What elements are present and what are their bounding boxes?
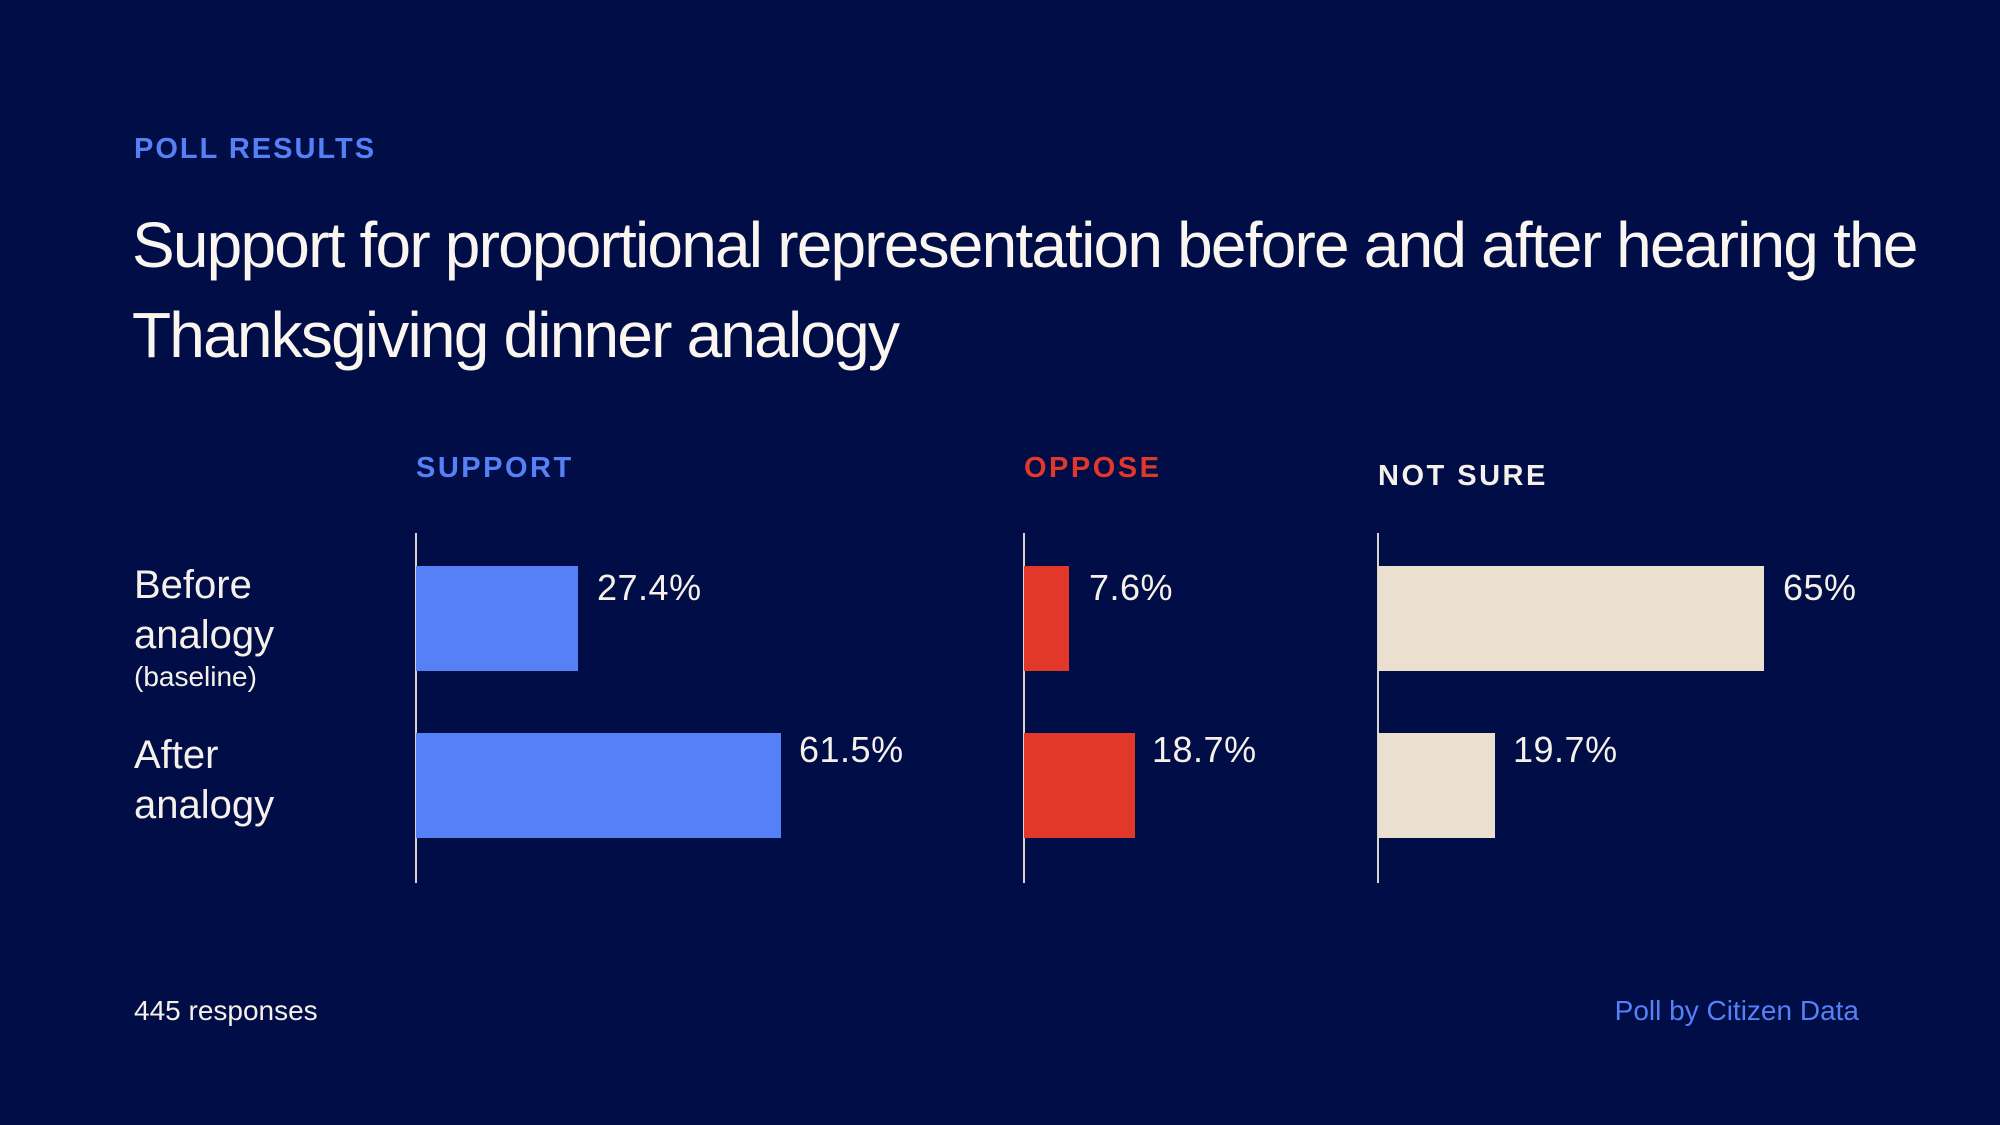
axis-line-not-sure — [1377, 533, 1379, 883]
source-credit: Poll by Citizen Data — [1614, 995, 1859, 1026]
bar-oppose-after — [1024, 733, 1135, 838]
response-count: 445 responses — [134, 995, 318, 1026]
bar-support-before — [416, 566, 578, 671]
value-not-sure-before: 65% — [1783, 567, 1857, 608]
bar-support-after — [416, 733, 781, 838]
value-oppose-before: 7.6% — [1089, 567, 1174, 608]
value-support-before: 27.4% — [597, 567, 702, 608]
value-not-sure-after: 19.7% — [1513, 729, 1618, 770]
column-header-not-sure: NOT SURE — [1378, 460, 1548, 492]
bar-oppose-before — [1024, 566, 1069, 671]
axis-line-support — [415, 533, 417, 883]
axis-line-oppose — [1023, 533, 1025, 883]
value-support-after: 61.5% — [799, 729, 904, 770]
row-label-after: After analogy — [134, 730, 274, 830]
row-label-line2: analogy — [134, 783, 275, 827]
eyebrow-label: POLL RESULTS — [134, 133, 377, 165]
row-label-line1: Before — [134, 563, 252, 607]
row-label-sub: (baseline) — [134, 661, 257, 692]
row-label-line1: After — [134, 733, 219, 777]
row-label-line2: analogy — [134, 613, 275, 657]
column-header-support: SUPPORT — [416, 452, 574, 484]
column-header-oppose: OPPOSE — [1024, 452, 1162, 484]
chart-title: Support for proportional representation … — [132, 209, 1918, 371]
bar-not-sure-after — [1378, 733, 1495, 838]
value-oppose-after: 18.7% — [1152, 729, 1257, 770]
bar-not-sure-before — [1378, 566, 1764, 671]
row-label-before: Before analogy (baseline) — [134, 560, 274, 694]
